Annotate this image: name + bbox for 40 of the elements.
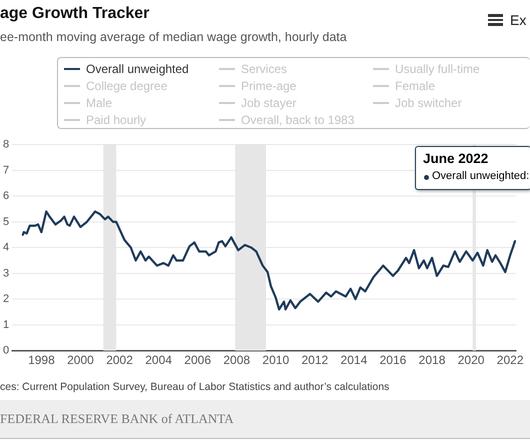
x-tick-label: 2000 — [67, 353, 94, 368]
y-tick-label: 8 — [2, 138, 10, 151]
x-tick-label: 2012 — [301, 353, 329, 368]
annotation: June 2022 — [423, 151, 488, 166]
x-tick-label: 2014 — [340, 353, 368, 368]
y-tick-label: 6 — [2, 190, 10, 202]
x-tick-label: 2004 — [145, 353, 172, 368]
chart-title: age Growth Tracker — [0, 5, 150, 23]
chart-subtitle: ee-month moving average of median wage growth, hourly data — [0, 30, 347, 44]
x-tick-label: 2016 — [380, 353, 407, 368]
legend-label: Paid hourly — [86, 112, 146, 126]
y-tick-label: 0 — [2, 344, 10, 357]
legend-label: Services — [241, 62, 288, 76]
legend-label: Female — [395, 79, 436, 93]
legend-label: Job stayer — [241, 96, 296, 110]
y-tick-label: 1 — [2, 318, 10, 331]
legend-label: College degree — [86, 79, 168, 93]
legend-label: Prime-age — [241, 79, 296, 93]
legend-label: Male — [86, 96, 112, 110]
legend-label: Job switcher — [395, 96, 462, 110]
x-tick-label: 2022 — [496, 353, 524, 368]
x-tick-label: 2010 — [262, 353, 290, 368]
x-tick-label: 2008 — [223, 353, 250, 368]
legend-label: Overall unweighted — [86, 62, 189, 76]
y-tick-label: 2 — [2, 293, 10, 306]
legend-label: Overall, back to 1983 — [241, 112, 354, 126]
x-tick-label: 2018 — [418, 353, 446, 368]
y-tick-label: 4 — [2, 242, 10, 254]
text: FEDERAL RESERVE BANK of ATLANTA — [0, 411, 234, 427]
x-tick-label: 2020 — [458, 353, 485, 368]
x-tick-label: 1998 — [28, 353, 56, 368]
x-tick-label: 2002 — [106, 353, 134, 368]
annotation: Overall unweighted: — [432, 170, 530, 182]
text: ces: Current Population Survey, Bureau of Labor Statistics and author’s calculations — [0, 381, 390, 393]
legend-label: Usually full-time — [395, 62, 480, 76]
y-tick-label: 7 — [2, 164, 10, 176]
y-tick-label: 3 — [2, 267, 10, 280]
x-tick-label: 2006 — [184, 353, 212, 368]
y-tick-label: 5 — [2, 216, 10, 228]
text: Ex — [510, 12, 526, 28]
